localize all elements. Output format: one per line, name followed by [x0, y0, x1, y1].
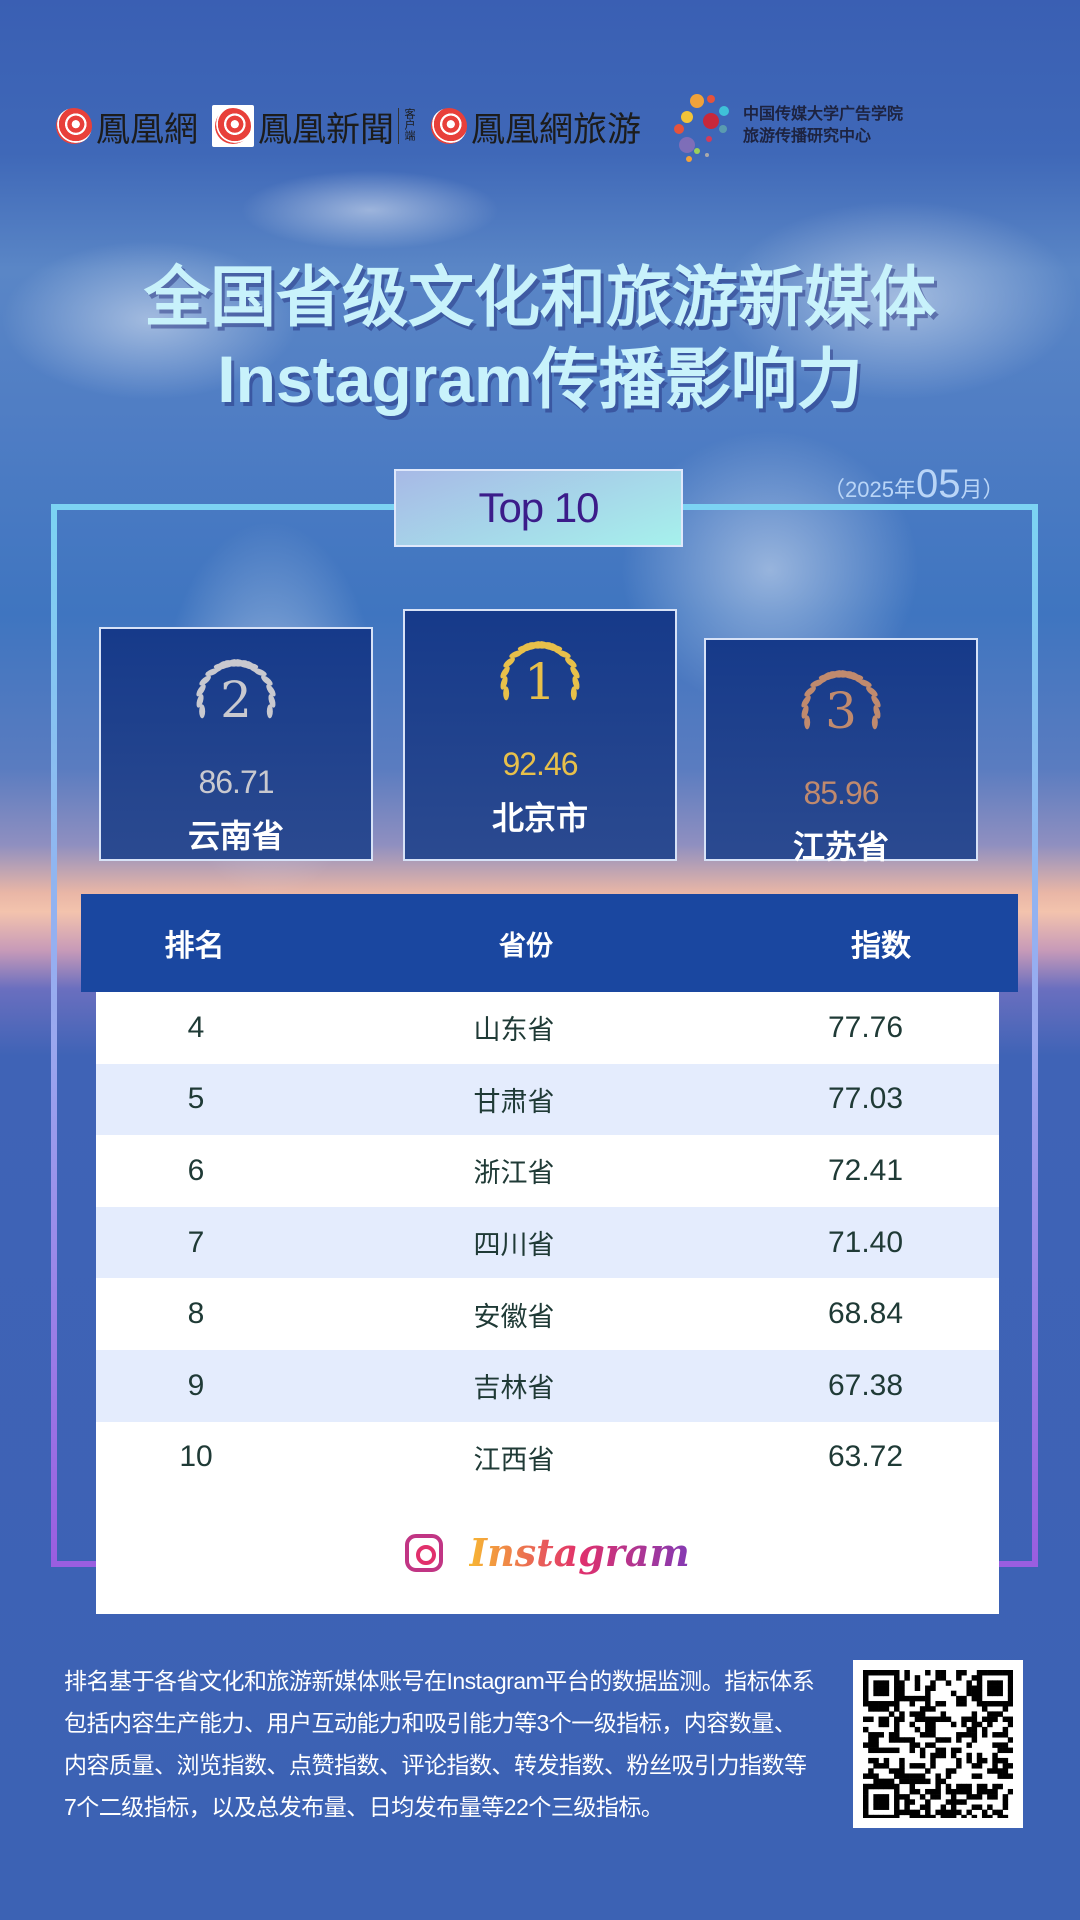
table-header: 排名 省份 指数	[81, 894, 1018, 992]
logo-text: 鳳凰網	[96, 109, 198, 150]
qr-code[interactable]	[853, 1660, 1023, 1828]
header-province: 省份	[499, 930, 553, 961]
rank-cell: 4	[187, 1010, 205, 1044]
page-title-line2: Instagram传播影响力	[217, 342, 863, 416]
ifeng-news-logo: 鳳凰新聞 客户端	[212, 102, 417, 151]
rank-cell: 6	[187, 1153, 205, 1187]
ranking-table: 4 山东省 77.76 5 甘肃省 77.03 6 浙江省 72.41 7 四川省 71.40 8 安徽省…	[96, 992, 999, 1614]
table-row: 10 江西省 63.72	[96, 1422, 999, 1494]
podium-province: 江苏省	[792, 829, 889, 865]
podium-card-rank-3: 3 85.96 江苏省	[704, 638, 978, 865]
podium-score: 92.46	[502, 746, 578, 782]
index-cell: 71.40	[827, 1225, 904, 1259]
partner-name-line2: 旅游传播研究中心	[743, 128, 872, 145]
podium-province: 云南省	[187, 818, 284, 854]
table-row: 9 吉林省 67.38	[96, 1349, 999, 1422]
logo-text: 鳳凰新聞	[258, 109, 394, 150]
ifeng-logo: 鳳凰網	[56, 102, 198, 151]
laurel-wreath-icon: 1	[500, 641, 580, 711]
podium-card-rank-1: 1 92.46 北京市	[403, 609, 677, 861]
qr-code-icon	[863, 1670, 1014, 1821]
cuc-logo: 中国传媒大学广告学院 旅游传播研究中心	[669, 89, 903, 163]
cloud-decoration	[240, 170, 500, 250]
podium-rank: 2	[220, 671, 252, 729]
podium-rank: 3	[825, 682, 857, 740]
ifeng-news-icon	[215, 108, 251, 144]
instagram-wordmark: Instagram	[469, 1530, 690, 1575]
dots-logo-icon	[674, 94, 729, 162]
province-cell: 山东省	[473, 1015, 555, 1046]
logo-text: 鳳凰網旅游	[471, 109, 641, 150]
index-cell: 72.41	[827, 1153, 904, 1187]
date-label: （2025年05月）	[823, 462, 1005, 506]
header-rank: 排名	[164, 930, 225, 963]
podium-rank: 1	[524, 653, 556, 711]
podium-card-rank-2: 2 86.71 云南省	[99, 627, 373, 861]
ifeng-swirl-icon	[56, 108, 92, 144]
podium-score: 85.96	[803, 775, 879, 811]
partner-name-line1: 中国传媒大学广告学院	[743, 106, 904, 123]
index-cell: 77.76	[827, 1010, 904, 1044]
laurel-wreath-icon: 3	[801, 670, 881, 740]
cloud-decoration	[0, 240, 300, 400]
province-cell: 四川省	[473, 1230, 555, 1261]
rank-cell: 5	[187, 1082, 205, 1116]
table-row: 8 安徽省 68.84	[96, 1278, 999, 1350]
header-logos: 鳳凰網 鳳凰新聞 客户端 鳳凰網旅游 中国传媒大学广告学院 旅游传播研究中心	[56, 94, 903, 162]
instagram-brand: Instagram	[96, 1530, 999, 1575]
table-row: 4 山东省 77.76	[96, 992, 999, 1064]
province-cell: 安徽省	[473, 1301, 555, 1332]
rank-cell: 8	[187, 1297, 205, 1331]
index-cell: 67.38	[827, 1368, 904, 1402]
province-cell: 吉林省	[473, 1373, 555, 1404]
province-cell: 江西省	[473, 1444, 555, 1475]
table-row: 5 甘肃省 77.03	[96, 1063, 999, 1136]
podium-province: 北京市	[491, 800, 588, 836]
ifeng-travel-logo: 鳳凰網旅游	[431, 102, 641, 151]
province-cell: 浙江省	[473, 1158, 555, 1189]
page-title-line1: 全国省级文化和旅游新媒体	[144, 260, 936, 334]
laurel-wreath-icon: 2	[196, 659, 276, 729]
logo-sub: 客户端	[398, 108, 417, 144]
ifeng-swirl-icon	[431, 108, 467, 144]
top10-badge: Top 10	[394, 469, 683, 547]
province-cell: 甘肃省	[473, 1086, 555, 1117]
header-index: 指数	[851, 930, 911, 963]
index-cell: 77.03	[827, 1082, 904, 1116]
instagram-icon	[405, 1533, 444, 1572]
methodology-note: 排名基于各省文化和旅游新媒体账号在Instagram平台的数据监测。指标体系包括…	[64, 1668, 815, 1820]
index-cell: 68.84	[827, 1297, 904, 1331]
table-row: 6 浙江省 72.41	[96, 1135, 999, 1207]
podium-score: 86.71	[198, 764, 274, 800]
table-row: 7 四川省 71.40	[96, 1206, 999, 1279]
index-cell: 63.72	[827, 1440, 904, 1474]
rank-cell: 10	[179, 1440, 213, 1474]
cloud-decoration	[720, 200, 1080, 400]
rank-cell: 7	[187, 1225, 205, 1259]
rank-cell: 9	[187, 1368, 205, 1402]
